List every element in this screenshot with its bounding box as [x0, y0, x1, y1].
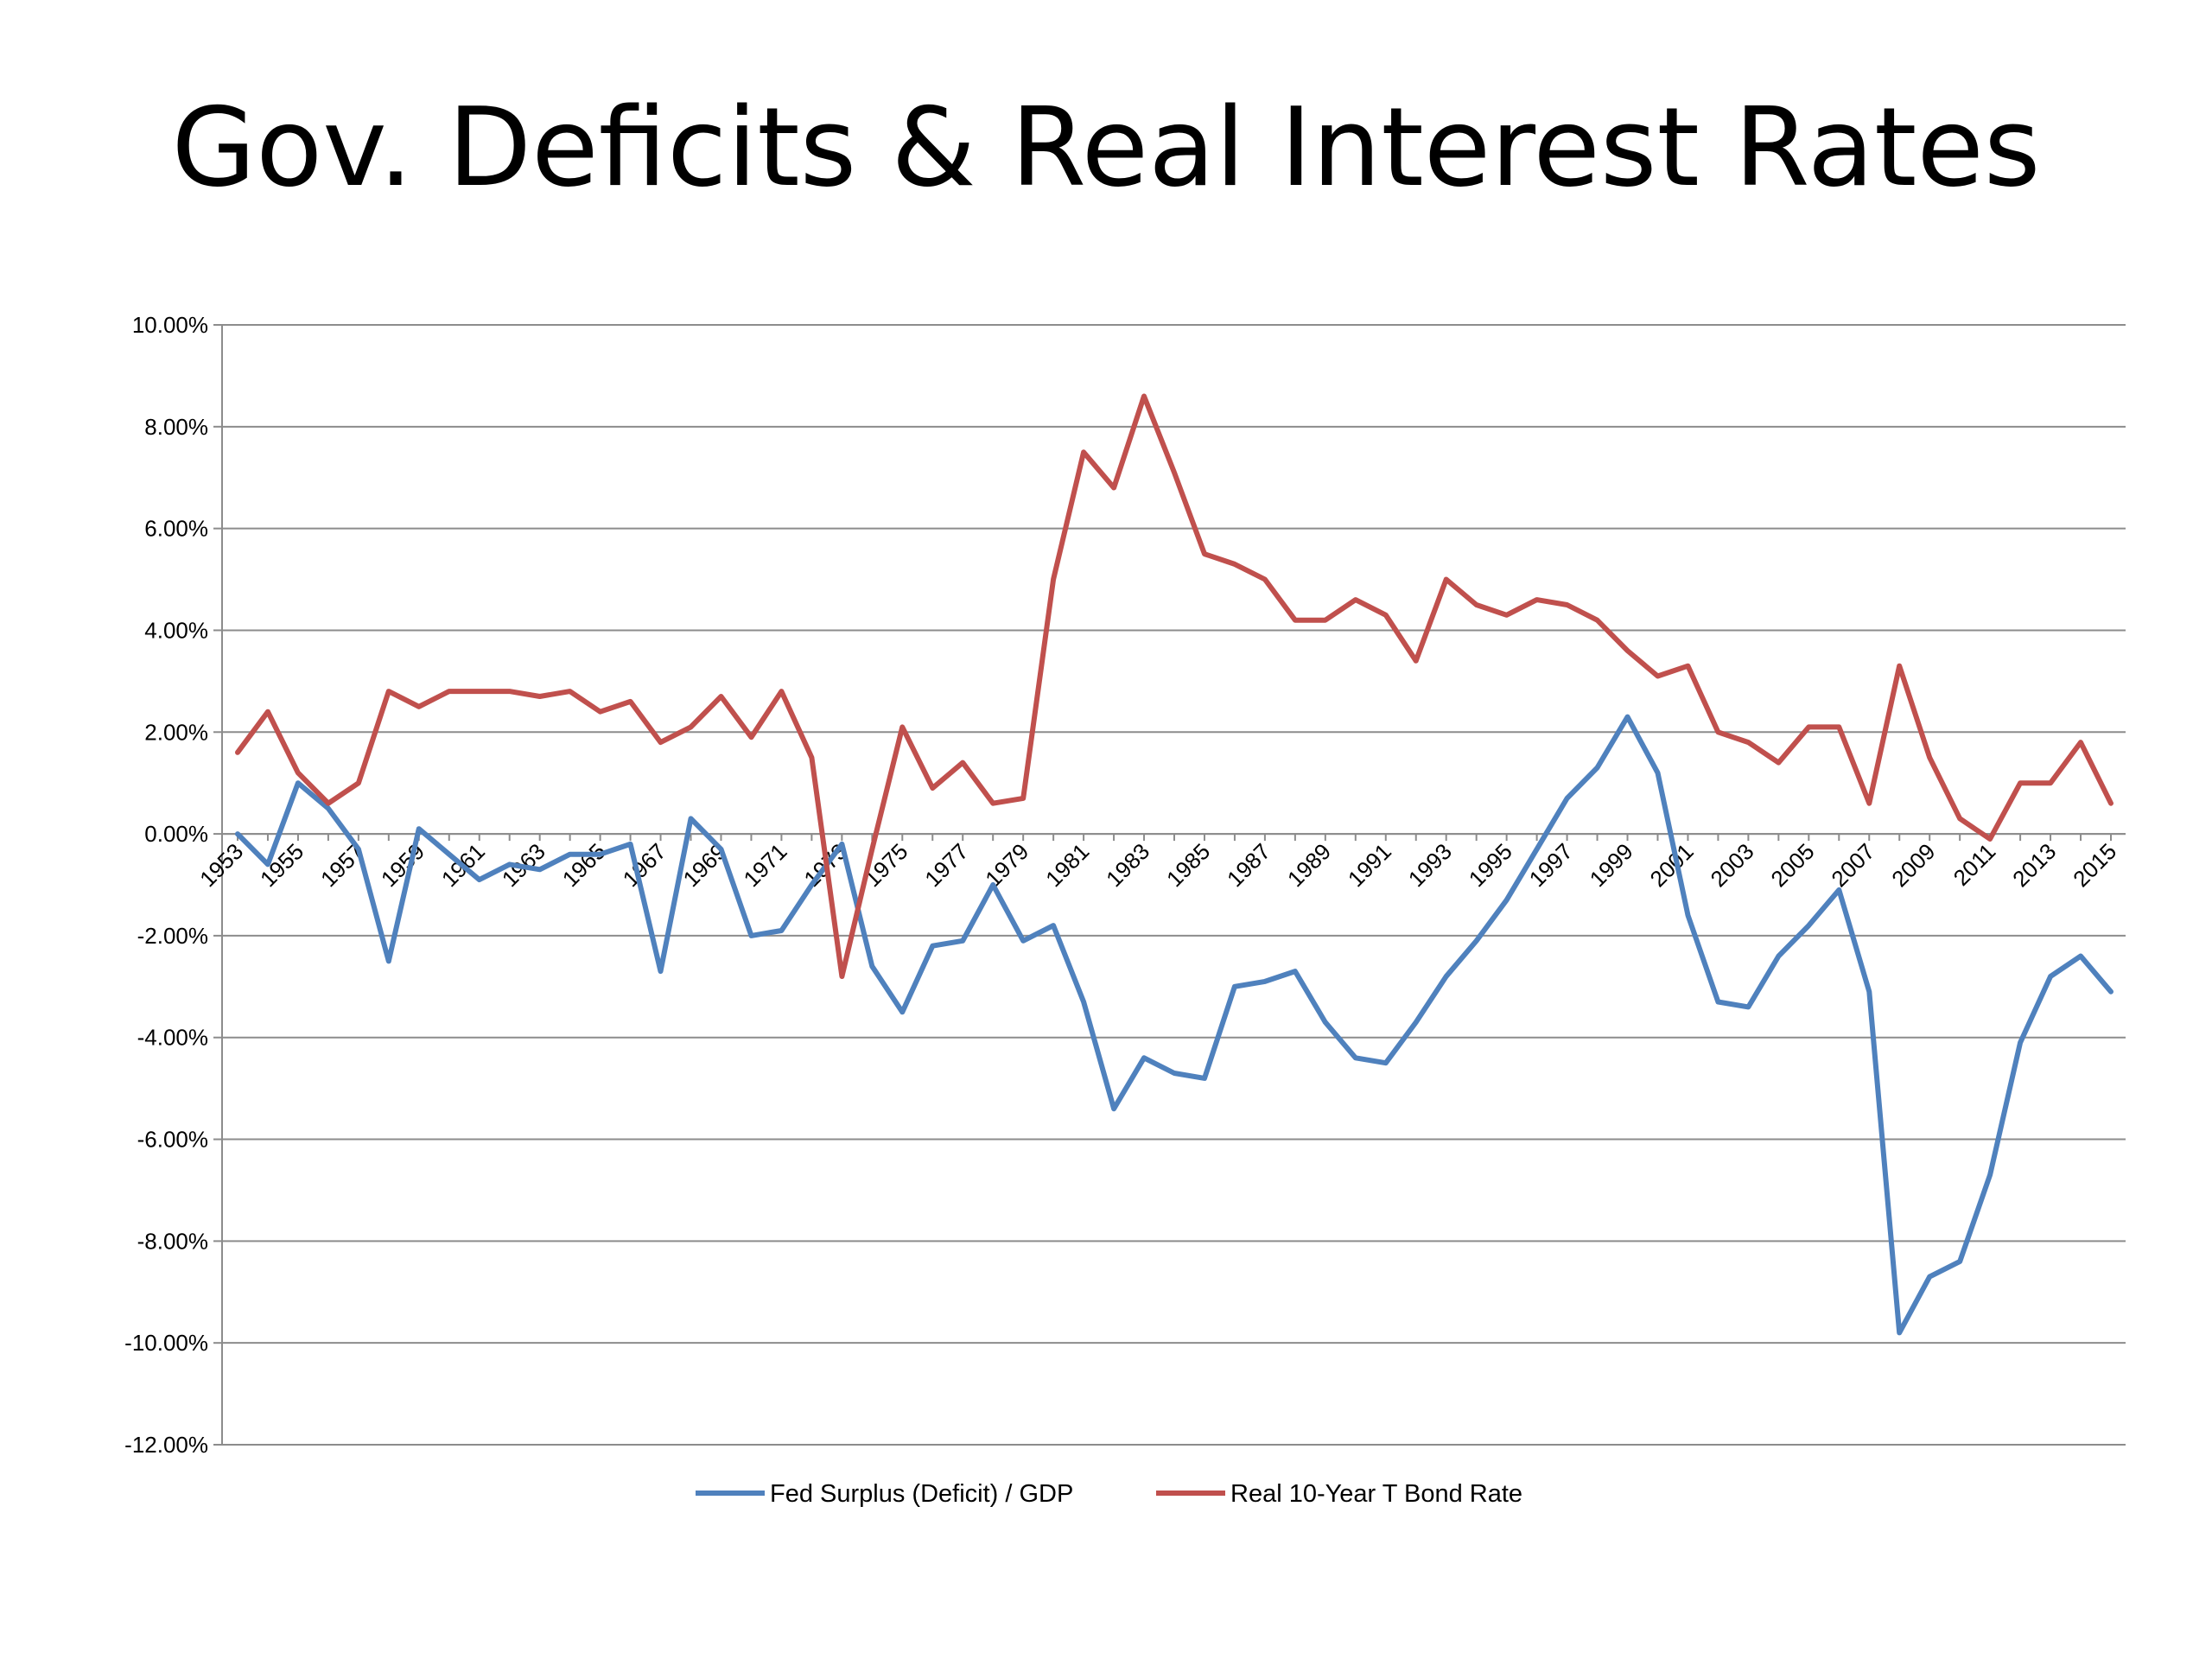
- x-tick-label: 1987: [1222, 838, 1275, 892]
- x-tick-label: 2013: [2007, 838, 2061, 892]
- x-tick-label: 1959: [376, 838, 429, 892]
- x-tick-label: 2009: [1886, 838, 1940, 892]
- x-tick-label: 1977: [919, 838, 973, 892]
- y-tick-label: -10.00%: [124, 1330, 208, 1356]
- series-line-2: [235, 393, 2113, 979]
- y-tick-label: 6.00%: [144, 516, 208, 542]
- y-tick-label: 2.00%: [144, 719, 208, 745]
- y-tick-label: -4.00%: [137, 1025, 208, 1051]
- x-tick-label: 1985: [1161, 838, 1215, 892]
- x-tick-label: 2011: [1948, 838, 2001, 891]
- legend: Fed Surplus (Deficit) / GDP Real 10-Year …: [696, 1480, 1522, 1508]
- chart-title: Gov. Deficits & Real Interest Rates: [171, 84, 2041, 211]
- series-lines: [235, 393, 2113, 1336]
- y-tick-label: -2.00%: [137, 923, 208, 949]
- series-line-1: [235, 714, 2113, 1336]
- x-tick-label: 1999: [1585, 838, 1638, 892]
- x-tick-label: 1993: [1403, 838, 1457, 892]
- axes: [213, 324, 2126, 1446]
- y-tick-label: -8.00%: [137, 1228, 208, 1254]
- x-tick-label: 2003: [1706, 838, 1759, 892]
- gridlines: [222, 324, 2126, 1446]
- y-tick-label: -6.00%: [137, 1127, 208, 1153]
- x-tick-label: 2015: [2068, 838, 2121, 892]
- x-tick-label: 2005: [1765, 838, 1819, 892]
- y-tick-label: 4.00%: [144, 617, 208, 643]
- x-tick-label: 1995: [1464, 838, 1517, 892]
- x-axis-ticks: 1953 1955 1957 1959 1961 1963 1965 1967 1969 1971…: [194, 838, 2121, 892]
- x-tick-label: 1979: [980, 838, 1033, 892]
- y-tick-label: 0.00%: [144, 821, 208, 847]
- legend-label-2: Real 10-Year T Bond Rate: [1230, 1480, 1522, 1508]
- y-tick-label: -12.00%: [124, 1432, 208, 1458]
- x-tick-label: 1983: [1101, 838, 1154, 892]
- y-axis-ticks: 10.00% 8.00% 6.00% 4.00% 2.00% 0.00% -2.00% -4.…: [124, 312, 208, 1458]
- x-tick-label: 1989: [1282, 838, 1336, 892]
- x-tick-label: 1965: [557, 838, 611, 892]
- y-tick-label: 10.00%: [132, 312, 208, 338]
- x-tick-label: 2007: [1826, 838, 1879, 892]
- legend-label-1: Fed Surplus (Deficit) / GDP: [770, 1480, 1073, 1508]
- y-tick-label: 8.00%: [144, 414, 208, 440]
- x-tick-label: 1955: [255, 838, 308, 892]
- x-tick-label: 1991: [1343, 838, 1396, 892]
- x-tick-label: 1971: [739, 838, 792, 892]
- x-tick-label: 1997: [1524, 838, 1578, 892]
- x-tick-label: 1981: [1040, 838, 1094, 892]
